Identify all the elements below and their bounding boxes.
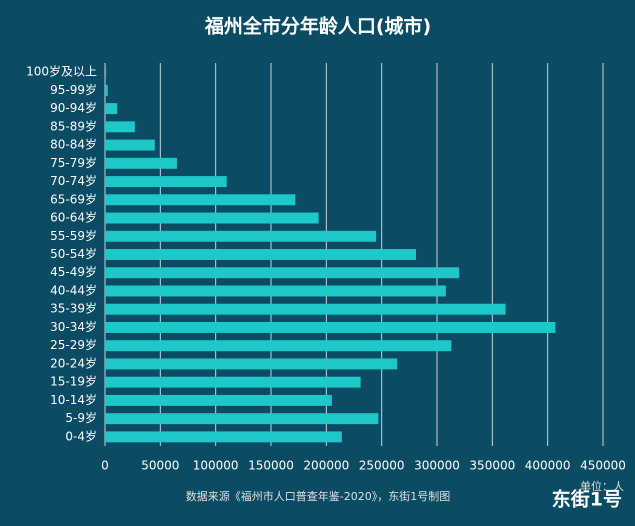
y-tick-label: 25-29岁: [50, 337, 97, 352]
bar: [105, 84, 108, 96]
bar: [105, 139, 155, 151]
x-tick-label: 400000: [525, 459, 571, 473]
bar: [105, 103, 118, 115]
source-note: 数据来源《福州市人口普查年鉴-2020》，东街1号制图: [186, 489, 450, 503]
bar: [105, 285, 446, 297]
y-tick-label: 45-49岁: [50, 264, 97, 279]
x-tick-label: 150000: [248, 459, 294, 473]
x-tick-label: 350000: [469, 459, 515, 473]
y-tick-label: 40-44岁: [50, 282, 97, 297]
bar: [105, 413, 379, 425]
bar: [105, 66, 107, 78]
bar: [105, 394, 332, 406]
bar: [105, 230, 377, 242]
x-tick-label: 300000: [414, 459, 460, 473]
y-tick-label: 50-54岁: [50, 246, 97, 261]
x-tick-label: 200000: [303, 459, 349, 473]
bar: [105, 212, 319, 224]
chart-title: 福州全市分年龄人口(城市): [204, 15, 431, 38]
y-tick-label: 70-74岁: [50, 173, 97, 188]
bar: [105, 121, 135, 133]
y-tick-label: 75-79岁: [50, 155, 97, 170]
y-tick-label: 85-89岁: [50, 118, 97, 133]
x-tick-label: 100000: [193, 459, 239, 473]
y-tick-label: 30-34岁: [50, 319, 97, 334]
bar: [105, 303, 506, 315]
y-tick-label: 65-69岁: [50, 191, 97, 206]
bar: [105, 340, 452, 352]
y-tick-label: 60-64岁: [50, 210, 97, 225]
y-tick-label: 80-84岁: [50, 137, 97, 152]
bar: [105, 376, 361, 388]
y-tick-label: 90-94岁: [50, 100, 97, 115]
y-tick-label: 0-4岁: [65, 428, 97, 443]
bar: [105, 157, 177, 169]
watermark: 东街1号: [552, 488, 622, 511]
bar: [105, 358, 398, 370]
y-tick-label: 20-24岁: [50, 355, 97, 370]
bar: [105, 194, 296, 206]
y-tick-label: 5-9岁: [65, 410, 97, 425]
x-tick-label: 0: [101, 459, 109, 473]
y-tick-label: 55-59岁: [50, 228, 97, 243]
x-tick-label: 50000: [141, 459, 179, 473]
unit-label: 单位：人: [580, 479, 624, 493]
bar: [105, 267, 460, 279]
bar: [105, 321, 556, 333]
bar: [105, 176, 227, 188]
y-tick-label: 15-19岁: [50, 374, 97, 389]
bar: [105, 431, 342, 443]
x-tick-label: 450000: [580, 459, 626, 473]
y-tick-label: 10-14岁: [50, 392, 97, 407]
bar: [105, 249, 416, 260]
x-tick-label: 250000: [359, 459, 405, 473]
y-tick-label: 35-39岁: [50, 301, 97, 316]
y-tick-label: 100岁及以上: [26, 64, 97, 79]
y-tick-label: 95-99岁: [50, 82, 97, 97]
